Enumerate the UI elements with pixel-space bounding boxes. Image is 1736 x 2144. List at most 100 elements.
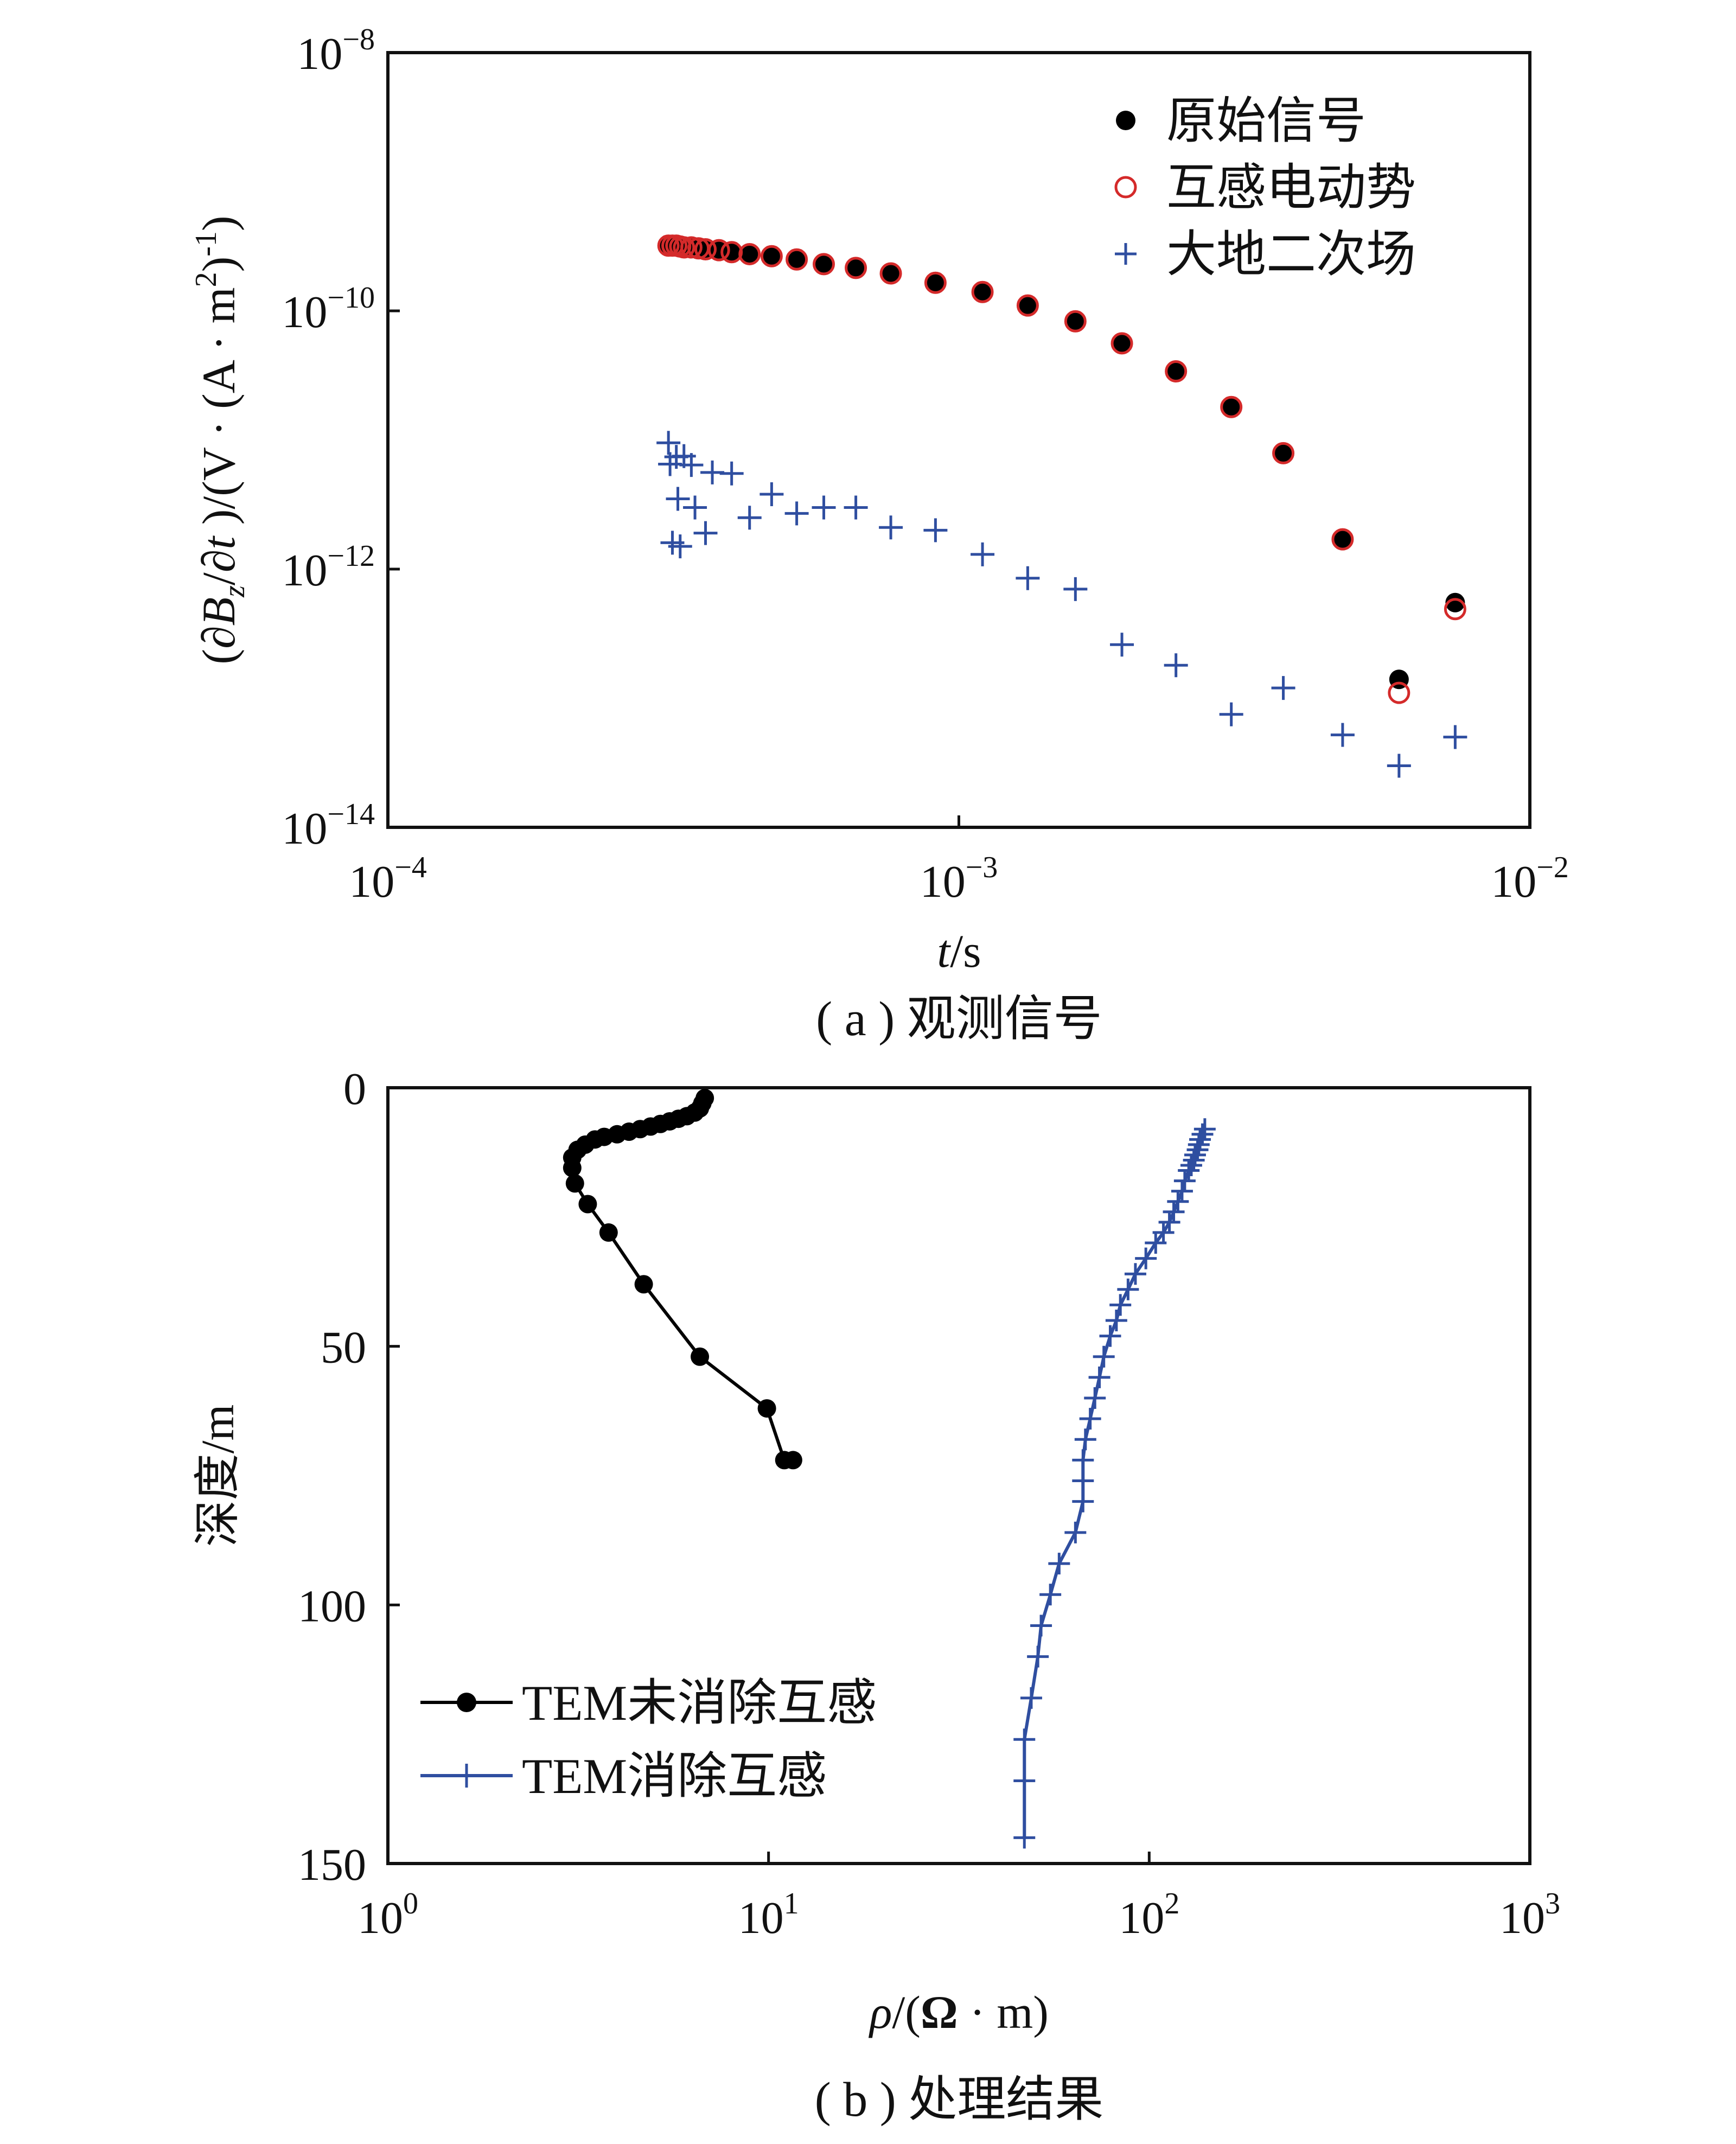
panel-b-point-series-0 xyxy=(757,1399,776,1418)
panel-b-point-series-1 xyxy=(1191,1123,1214,1145)
panel-a-point-series-1 xyxy=(694,238,717,260)
panel-a-point-series-0 xyxy=(762,246,782,266)
panel-b-point-series-1 xyxy=(1105,1310,1127,1331)
panel-a-legend-label-0: 原始信号 xyxy=(1166,93,1366,149)
panel-b-point-series-1 xyxy=(1099,1325,1121,1347)
panel-a-ticks: 10−4 10−3 10−2 10−8 10−10 10−12 10−14 xyxy=(282,23,1568,907)
panel-a-point-series-2 xyxy=(656,431,681,455)
panel-a-point-series-1 xyxy=(1064,310,1087,333)
panel-b-data-marks xyxy=(563,1089,1216,1849)
panel-a-point-series-2 xyxy=(666,487,690,511)
panel-b-point-series-1 xyxy=(1013,1728,1036,1751)
panel-b-point-series-1 xyxy=(1167,1190,1189,1213)
panel-a-legend-label-1: 互感电动势 xyxy=(1166,160,1416,215)
panel-b-caption: ( b ) 处理结果 xyxy=(815,2073,1103,2127)
panel-a-point-series-1 xyxy=(879,262,902,285)
panel-b-point-series-1 xyxy=(1109,1294,1132,1316)
panel-b-point-series-1 xyxy=(1079,1408,1101,1430)
panel-b-x-tick-label: 103 xyxy=(1499,1887,1560,1943)
panel-a-point-series-0 xyxy=(1065,311,1086,331)
panel-b-point-series-1 xyxy=(1088,1366,1110,1388)
panel-a-point-series-1 xyxy=(1220,395,1243,418)
panel-a-point-series-2 xyxy=(971,542,995,566)
panel-b-point-series-1 xyxy=(1013,1770,1036,1792)
panel-a-legend-label-2: 大地二次场 xyxy=(1166,227,1416,282)
panel-b-point-series-1 xyxy=(1117,1278,1139,1300)
panel-a-x-axis-label: t/s xyxy=(937,925,981,977)
panel-a-point-series-2 xyxy=(1387,754,1411,778)
panel-b-point-series-1 xyxy=(1135,1247,1157,1269)
panel-a-point-series-2 xyxy=(719,461,744,486)
panel-a-point-series-0 xyxy=(1166,361,1186,381)
panel-a-point-series-2 xyxy=(812,495,836,520)
panel-a-point-series-2 xyxy=(683,495,707,520)
panel-a-point-series-0 xyxy=(814,254,834,274)
panel-a-point-series-1 xyxy=(760,245,783,267)
panel-b-point-series-0 xyxy=(599,1223,618,1242)
panel-b-point-series-1 xyxy=(1013,1827,1036,1849)
panel-b-legend-label-0: TEM未消除互感 xyxy=(522,1675,877,1731)
panel-a-observed-signal: 10−4 10−3 10−2 10−8 10−10 10−12 10−14 原始信号互感电动… xyxy=(189,23,1569,1046)
panel-b-point-series-1 xyxy=(1158,1211,1180,1233)
panel-a-point-series-2 xyxy=(1016,566,1040,590)
panel-a-legend-marker-2 xyxy=(1115,243,1137,265)
panel-b-x-axis-label: ρ/(Ω · m) xyxy=(868,1986,1049,2038)
panel-b-point-series-1 xyxy=(1048,1553,1070,1575)
panel-a-point-series-1 xyxy=(1272,442,1295,464)
panel-a-point-series-2 xyxy=(668,534,692,559)
panel-a-point-series-2 xyxy=(1271,676,1295,700)
panel-a-y-tick-label: 10−14 xyxy=(282,797,375,854)
panel-b-point-series-1 xyxy=(1124,1263,1146,1285)
panel-b-point-series-1 xyxy=(1072,1490,1094,1513)
panel-b-point-series-1 xyxy=(1180,1154,1202,1176)
panel-b-legend-label-1: TEM消除互感 xyxy=(522,1749,827,1804)
panel-a-point-series-2 xyxy=(693,521,718,545)
panel-b-y-tick-label: 100 xyxy=(298,1581,366,1631)
panel-a-point-series-1 xyxy=(680,236,703,259)
panel-b-y-tick-label: 50 xyxy=(321,1323,366,1373)
panel-b-point-series-1 xyxy=(1020,1687,1042,1709)
panel-b-point-series-0 xyxy=(634,1275,653,1294)
panel-b-plot-frame xyxy=(386,1086,1531,1865)
panel-b-point-series-1 xyxy=(1173,1170,1196,1192)
panel-a-legend-marker-1 xyxy=(1114,176,1137,199)
panel-a-point-series-2 xyxy=(879,515,903,540)
panel-a-point-series-1 xyxy=(720,241,743,264)
panel-b-point-series-0 xyxy=(578,1195,597,1214)
panel-b-point-series-1 xyxy=(1027,1645,1049,1668)
panel-a-point-series-2 xyxy=(760,482,784,507)
panel-a-point-series-1 xyxy=(673,236,695,259)
panel-a-point-series-2 xyxy=(1110,633,1134,657)
panel-b-point-series-1 xyxy=(1186,1139,1209,1161)
panel-a-point-series-0 xyxy=(881,263,901,283)
panel-a-point-series-0 xyxy=(1018,296,1038,316)
panel-b-point-series-1 xyxy=(1194,1118,1216,1140)
panel-a-point-series-1 xyxy=(786,248,808,271)
panel-b-point-series-1 xyxy=(1030,1615,1052,1637)
panel-b-point-series-1 xyxy=(1074,1428,1096,1451)
panel-a-point-series-1 xyxy=(845,257,867,279)
panel-b-point-series-1 xyxy=(1183,1149,1205,1171)
panel-a-point-series-1 xyxy=(1110,332,1133,355)
panel-a-point-series-2 xyxy=(1443,725,1467,749)
panel-b-point-series-1 xyxy=(1163,1201,1185,1223)
panel-a-point-series-1 xyxy=(1165,360,1188,383)
panel-a-legend-marker-0 xyxy=(1116,111,1135,130)
panel-a-x-tick-label: 10−4 xyxy=(349,851,427,907)
panel-a-point-series-1 xyxy=(971,280,994,303)
panel-b-point-series-0 xyxy=(565,1174,584,1193)
panel-a-x-tick-label: 10−3 xyxy=(920,851,998,907)
panel-b-point-series-1 xyxy=(1178,1159,1200,1182)
panel-a-point-series-2 xyxy=(679,453,704,477)
panel-a-point-series-1 xyxy=(738,243,761,265)
panel-a-point-series-2 xyxy=(784,501,809,526)
panel-a-point-series-2 xyxy=(737,506,762,530)
panel-a-data-marks xyxy=(656,234,1467,778)
panel-b-series-line-1 xyxy=(1023,1128,1207,1838)
panel-a-point-series-2 xyxy=(1164,653,1188,678)
panel-a-point-series-0 xyxy=(1445,592,1465,612)
panel-b-point-series-1 xyxy=(1064,1521,1087,1543)
panel-b-point-series-0 xyxy=(691,1347,710,1366)
